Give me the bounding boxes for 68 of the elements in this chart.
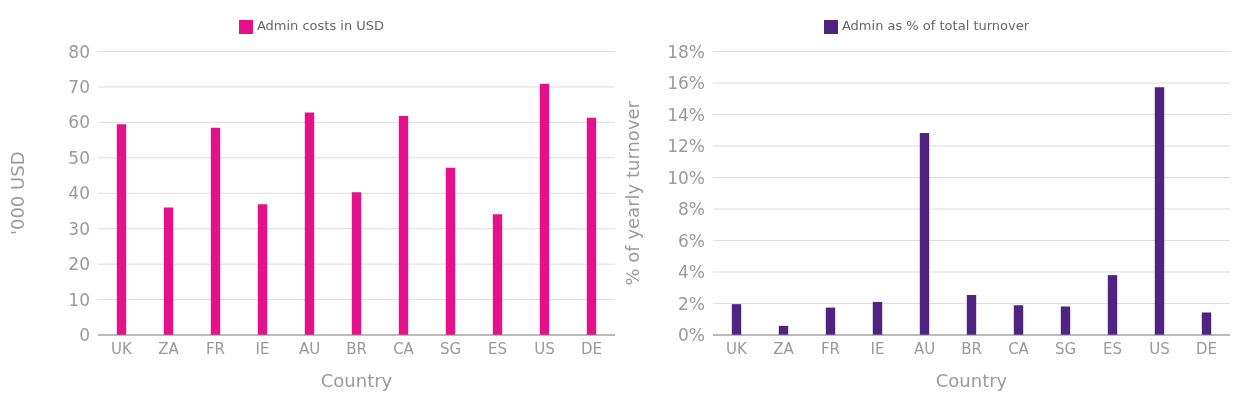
bar [731,304,742,335]
bar [445,167,456,335]
x-tick-label: AU [298,339,321,358]
y-tick-label: 2% [678,293,705,314]
y-axis-title: '000 USD [7,151,29,235]
x-tick-label: FR [820,339,841,358]
y-tick-label: 80 [68,41,90,62]
y-tick-label: 14% [667,104,705,125]
y-tick-label: 6% [678,230,705,251]
y-tick-label: 10% [667,167,705,188]
y-tick-label: 8% [678,199,705,220]
bar [1107,275,1118,335]
x-tick-label: CA [393,339,415,358]
bar [116,124,127,335]
bar [398,116,409,335]
x-tick-label: ZA [158,339,180,358]
x-axis-title: Country [320,370,393,391]
bar [163,207,174,335]
bar [492,214,503,335]
x-tick-label: IE [255,339,270,358]
x-tick-label: BR [961,339,982,358]
x-tick-label: UK [726,339,749,358]
x-tick-label: BR [346,339,367,358]
x-tick-label: DE [580,339,603,358]
x-tick-label: CA [1008,339,1030,358]
x-tick-label: IE [870,339,885,358]
x-tick-label: FR [205,339,226,358]
y-tick-label: 20 [68,254,90,275]
y-tick-label: 40 [68,183,90,204]
x-tick-label: ES [488,339,507,358]
x-tick-label: US [534,339,555,358]
x-tick-label: ES [1103,339,1122,358]
legend-label: Admin costs in USD [256,18,385,33]
y-axis-title: % of yearly turnover [622,100,644,286]
bar [351,192,362,335]
bar [1201,312,1212,335]
x-tick-label: SG [439,339,462,358]
y-tick-label: 12% [667,136,705,157]
bar [1060,306,1071,335]
bar [539,83,550,335]
bar [257,204,268,335]
x-tick-label: AU [913,339,936,358]
y-tick-label: 16% [667,73,705,94]
y-tick-label: 70 [68,76,90,97]
bar [586,117,597,335]
bar [1013,305,1024,335]
bar [919,133,930,335]
x-tick-label: UK [111,339,134,358]
x-tick-label: SG [1054,339,1077,358]
y-tick-label: 30 [68,218,90,239]
legend-label: Admin as % of total turnover [841,18,1030,33]
y-tick-label: 60 [68,112,90,133]
x-tick-label: ZA [773,339,795,358]
y-tick-label: 50 [68,147,90,168]
y-tick-label: 0% [678,325,705,346]
bar [966,295,977,335]
x-tick-label: DE [1195,339,1218,358]
y-tick-label: 18% [667,41,705,62]
bar [210,127,221,335]
y-tick-label: 4% [678,262,705,283]
bar [825,307,836,335]
bar [1154,87,1165,335]
x-tick-label: US [1149,339,1170,358]
bar [304,112,315,335]
x-axis-title: Country [935,370,1008,391]
bar [872,301,883,335]
y-tick-label: 0 [79,325,90,346]
y-tick-label: 10 [68,289,90,310]
